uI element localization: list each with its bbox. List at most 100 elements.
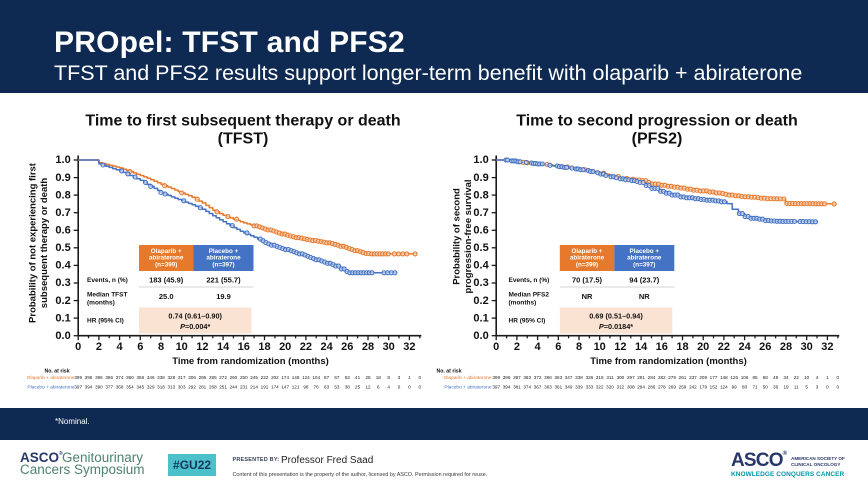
svg-text:subsequent therapy or death: subsequent therapy or death [39, 178, 50, 309]
svg-text:244: 244 [230, 385, 238, 390]
svg-text:387: 387 [513, 375, 521, 380]
svg-text:12: 12 [365, 385, 371, 390]
svg-text:0: 0 [493, 341, 499, 353]
svg-text:278: 278 [658, 385, 666, 390]
svg-text:311: 311 [606, 375, 614, 380]
svg-text:Median PFS2: Median PFS2 [509, 292, 550, 299]
svg-text:318: 318 [596, 375, 604, 380]
svg-text:36: 36 [773, 385, 779, 390]
svg-text:abiraterone: abiraterone [570, 255, 605, 262]
svg-text:0: 0 [837, 375, 840, 380]
svg-text:HR (95% CI): HR (95% CI) [87, 318, 124, 325]
svg-text:339: 339 [575, 385, 583, 390]
svg-text:Olaparib + abiraterone: Olaparib + abiraterone [444, 375, 492, 381]
svg-text:98: 98 [303, 385, 309, 390]
svg-text:Olaparib + abiraterone: Olaparib + abiraterone [27, 375, 75, 381]
svg-text:16: 16 [238, 341, 250, 353]
svg-text:0.5: 0.5 [473, 242, 488, 254]
svg-text:1: 1 [826, 375, 829, 380]
svg-text:237: 237 [689, 375, 697, 380]
svg-text:NR: NR [639, 292, 650, 301]
svg-text:338: 338 [575, 375, 583, 380]
svg-text:48: 48 [773, 375, 779, 380]
svg-text:313: 313 [167, 385, 175, 390]
svg-text:396: 396 [95, 375, 103, 380]
svg-text:1.0: 1.0 [473, 154, 488, 166]
svg-text:326: 326 [586, 375, 594, 380]
svg-text:317: 317 [178, 375, 186, 380]
svg-text:366: 366 [544, 375, 552, 380]
svg-text:361: 361 [554, 385, 562, 390]
svg-text:191: 191 [261, 385, 269, 390]
svg-text:285: 285 [209, 375, 217, 380]
svg-text:(n=397): (n=397) [633, 261, 655, 268]
svg-text:397: 397 [74, 385, 82, 390]
svg-text:222: 222 [261, 375, 269, 380]
svg-text:53: 53 [345, 375, 351, 380]
svg-text:367: 367 [534, 385, 542, 390]
svg-text:363: 363 [544, 385, 552, 390]
svg-text:76: 76 [314, 385, 320, 390]
svg-text:28: 28 [365, 375, 371, 380]
svg-text:0.8: 0.8 [55, 189, 70, 201]
svg-text:80: 80 [742, 385, 748, 390]
svg-text:250: 250 [240, 375, 248, 380]
svg-text:28: 28 [362, 341, 374, 353]
svg-text:18: 18 [376, 375, 382, 380]
svg-text:0: 0 [419, 385, 422, 390]
svg-text:308: 308 [627, 385, 635, 390]
svg-text:No. at risk: No. at risk [437, 369, 462, 375]
svg-text:20: 20 [279, 341, 291, 353]
svg-text:394: 394 [85, 385, 93, 390]
svg-text:19.9: 19.9 [216, 292, 231, 301]
svg-text:0: 0 [398, 385, 401, 390]
svg-text:284: 284 [648, 375, 656, 380]
svg-text:0.0: 0.0 [473, 330, 488, 342]
svg-text:399: 399 [492, 375, 500, 380]
svg-text:38: 38 [345, 385, 351, 390]
svg-text:338: 338 [157, 375, 165, 380]
svg-text:329: 329 [147, 385, 155, 390]
svg-text:174: 174 [281, 375, 289, 380]
svg-text:4: 4 [535, 341, 542, 353]
svg-text:377: 377 [105, 385, 113, 390]
svg-text:399: 399 [74, 375, 82, 380]
svg-text:121: 121 [292, 385, 300, 390]
svg-text:104: 104 [312, 375, 320, 380]
svg-text:374: 374 [116, 375, 124, 380]
svg-text:345: 345 [136, 385, 144, 390]
svg-text:Placebo +: Placebo + [209, 248, 239, 255]
svg-text:Olaparib +: Olaparib + [572, 248, 603, 255]
svg-text:abiraterone: abiraterone [627, 255, 662, 262]
svg-text:Placebo + abiraterone: Placebo + abiraterone [444, 385, 491, 391]
svg-text:(TFST): (TFST) [218, 131, 269, 148]
svg-text:279: 279 [668, 375, 676, 380]
svg-text:Time to second progression or: Time to second progression or death [516, 113, 798, 130]
svg-text:177: 177 [710, 375, 718, 380]
svg-text:0.1: 0.1 [473, 312, 488, 324]
svg-text:32: 32 [403, 341, 415, 353]
svg-text:318: 318 [157, 385, 165, 390]
svg-text:71: 71 [752, 385, 758, 390]
svg-text:126: 126 [730, 375, 738, 380]
svg-text:269: 269 [668, 385, 676, 390]
svg-text:245: 245 [250, 375, 258, 380]
svg-text:242: 242 [689, 385, 697, 390]
svg-text:0.7: 0.7 [473, 207, 488, 219]
svg-text:347: 347 [565, 375, 573, 380]
svg-text:Median TFST: Median TFST [87, 292, 127, 299]
svg-text:0.6: 0.6 [55, 225, 70, 237]
svg-text:8: 8 [158, 341, 164, 353]
svg-text:2: 2 [96, 341, 102, 353]
svg-text:231: 231 [240, 385, 248, 390]
svg-text:(PFS2): (PFS2) [632, 131, 683, 148]
svg-text:0.69 (0.51–0.94): 0.69 (0.51–0.94) [589, 312, 643, 321]
svg-text:322: 322 [596, 385, 604, 390]
svg-text:363: 363 [554, 375, 562, 380]
svg-text:68: 68 [763, 375, 769, 380]
svg-text:300: 300 [617, 375, 625, 380]
svg-text:214: 214 [250, 385, 258, 390]
svg-text:0.9: 0.9 [473, 172, 488, 184]
svg-text:328: 328 [167, 375, 175, 380]
svg-text:abiraterone: abiraterone [206, 255, 241, 262]
